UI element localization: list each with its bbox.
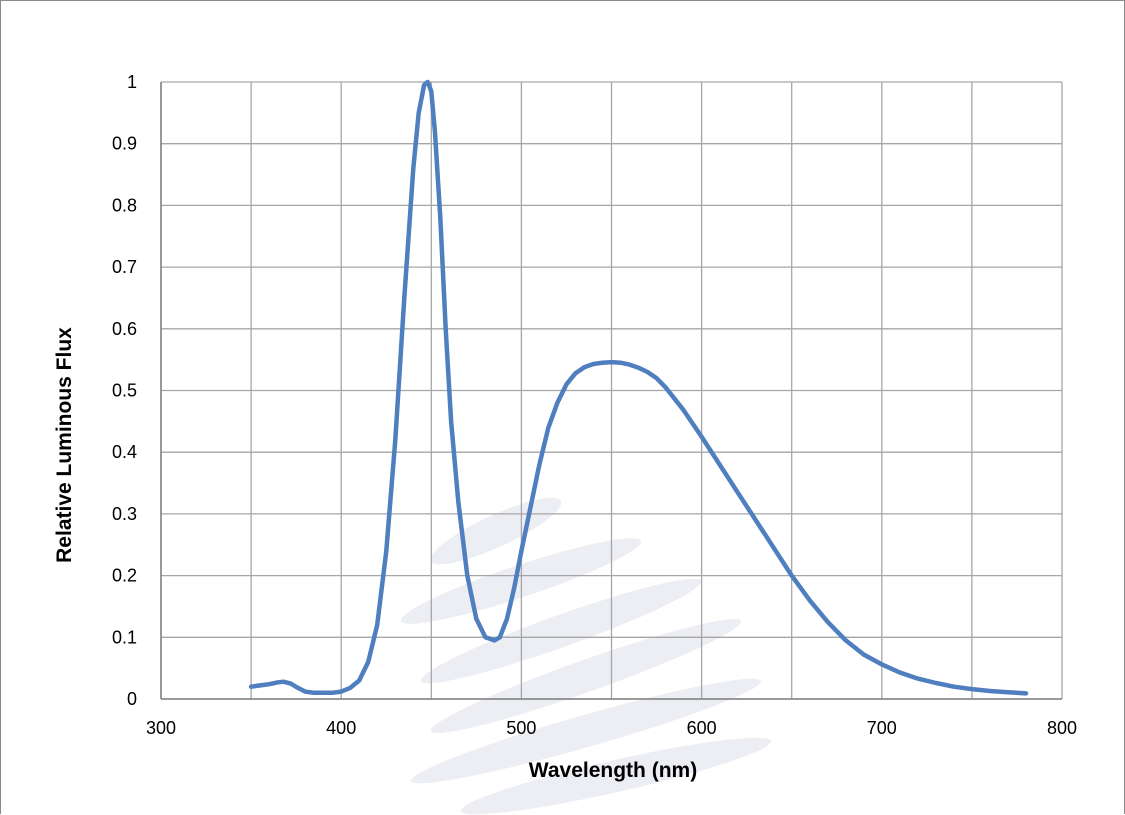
watermark-streak: [430, 618, 742, 734]
y-tick-label: 0.3: [112, 504, 137, 524]
x-tick-label: 400: [326, 718, 356, 738]
x-axis-title: Wavelength (nm): [529, 759, 697, 782]
y-tick-label: 0.2: [112, 566, 137, 586]
y-tick-label: 0: [127, 689, 137, 709]
x-tick-label: 600: [687, 718, 717, 738]
y-tick-label: 1: [127, 72, 137, 92]
y-tick-label: 0.6: [112, 319, 137, 339]
y-tick-label: 0.7: [112, 257, 137, 277]
y-axis-title: Relative Luminous Flux: [53, 327, 76, 563]
axes: [160, 82, 1062, 700]
y-tick-label: 0.1: [112, 627, 137, 647]
watermark-streak: [410, 678, 762, 784]
x-tick-label: 700: [867, 718, 897, 738]
y-tick-label: 0.5: [112, 381, 137, 401]
y-tick-label: 0.4: [112, 442, 137, 462]
spectrum-series-line: [248, 79, 1029, 696]
y-tick-label: 0.9: [112, 134, 137, 154]
tick-labels: 300 400 500 600 700 800 0 0.1 0.2 0.3 0.4 0.5 0.6 0.7…: [112, 72, 1077, 738]
grid: [160, 81, 1063, 700]
x-tick-label: 500: [506, 718, 536, 738]
series-layer: [248, 79, 1029, 696]
watermark-streak: [460, 737, 772, 815]
x-tick-label: 800: [1047, 718, 1077, 738]
watermark-streak: [420, 578, 702, 684]
y-tick-label: 0.8: [112, 195, 137, 215]
x-tick-label: 300: [146, 718, 176, 738]
